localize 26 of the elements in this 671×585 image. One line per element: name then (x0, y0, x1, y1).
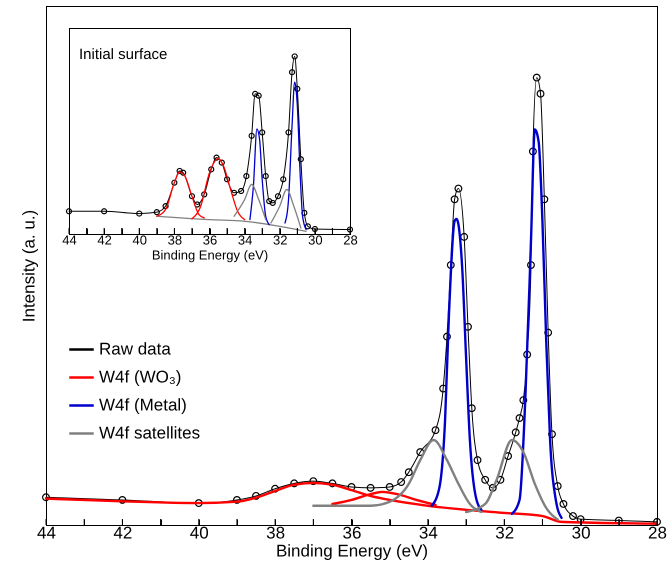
y-axis-title: Intensity (a. u.) (20, 210, 38, 322)
x-tick-label: 38 (168, 232, 182, 248)
chart-title: Initial surface (79, 46, 168, 63)
x-tick-label: 32 (495, 524, 514, 542)
x-tick-label: 30 (308, 232, 323, 248)
x-tick-label: 32 (273, 232, 288, 248)
x-tick-label: 36 (342, 524, 362, 542)
x-tick-label: 42 (113, 524, 132, 542)
x-tick-label: 30 (572, 524, 591, 542)
x-axis-title: Binding Energy (eV) (152, 248, 268, 262)
x-tick-label: 34 (238, 232, 252, 248)
x-tick-label: 44 (37, 524, 56, 542)
legend-label: W4f (WO₃) (99, 368, 182, 386)
x-tick-label: 34 (418, 524, 438, 542)
x-tick-label: 40 (132, 232, 147, 248)
legend-label: Raw data (99, 340, 172, 358)
x-tick-label: 40 (190, 524, 209, 542)
x-tick-label: 38 (266, 524, 286, 542)
legend-label: W4f satellites (99, 424, 200, 442)
x-tick-label: 44 (62, 232, 77, 248)
x-tick-label: 28 (343, 232, 358, 248)
x-tick-label: 36 (202, 232, 218, 248)
legend-label: W4f (Metal) (99, 396, 187, 414)
x-axis-title: Binding Energy (eV) (276, 542, 428, 560)
x-tick-label: 42 (97, 232, 112, 248)
x-tick-label: 28 (648, 524, 667, 542)
